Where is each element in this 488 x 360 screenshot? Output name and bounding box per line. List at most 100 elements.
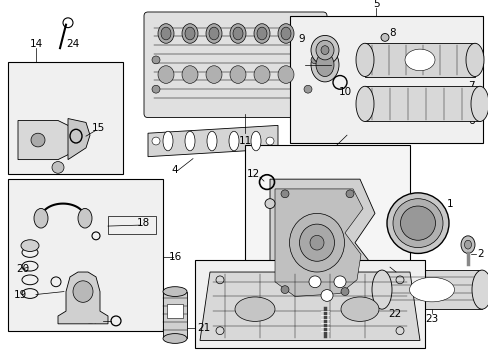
Ellipse shape xyxy=(355,86,373,121)
Bar xyxy=(167,304,183,318)
Polygon shape xyxy=(364,43,474,77)
Ellipse shape xyxy=(229,66,245,84)
Ellipse shape xyxy=(235,297,274,321)
Text: 11: 11 xyxy=(238,136,251,146)
FancyBboxPatch shape xyxy=(143,12,326,118)
Ellipse shape xyxy=(408,278,453,302)
Polygon shape xyxy=(381,270,481,309)
Ellipse shape xyxy=(310,48,338,82)
Text: 22: 22 xyxy=(387,309,401,319)
Circle shape xyxy=(281,190,288,198)
Ellipse shape xyxy=(229,24,245,43)
Circle shape xyxy=(340,288,348,296)
Text: 8: 8 xyxy=(389,28,395,39)
Circle shape xyxy=(310,56,318,64)
Text: 21: 21 xyxy=(197,323,210,333)
Circle shape xyxy=(152,56,160,64)
Ellipse shape xyxy=(21,240,39,252)
Ellipse shape xyxy=(158,24,174,43)
Text: 5: 5 xyxy=(372,0,379,9)
Ellipse shape xyxy=(205,24,222,43)
Ellipse shape xyxy=(315,53,333,77)
Text: 17: 17 xyxy=(86,316,100,326)
Circle shape xyxy=(333,276,346,288)
Text: 24: 24 xyxy=(66,39,80,49)
Ellipse shape xyxy=(253,24,269,43)
Text: 10: 10 xyxy=(338,87,351,97)
Polygon shape xyxy=(244,145,409,316)
Text: 13: 13 xyxy=(390,267,404,277)
Text: 12: 12 xyxy=(246,169,259,179)
Text: 6: 6 xyxy=(468,117,474,126)
Circle shape xyxy=(304,85,311,93)
Ellipse shape xyxy=(299,224,334,261)
Polygon shape xyxy=(58,272,108,324)
Ellipse shape xyxy=(404,49,434,71)
Bar xyxy=(108,216,156,234)
Text: 7: 7 xyxy=(468,81,474,91)
Ellipse shape xyxy=(73,281,93,302)
Circle shape xyxy=(320,289,332,301)
Text: 16: 16 xyxy=(168,252,181,262)
Ellipse shape xyxy=(208,27,219,40)
Polygon shape xyxy=(148,125,278,157)
Text: 4: 4 xyxy=(171,165,178,175)
Ellipse shape xyxy=(264,199,274,208)
Ellipse shape xyxy=(340,297,378,321)
Ellipse shape xyxy=(182,24,198,43)
Ellipse shape xyxy=(31,133,45,147)
Text: 19: 19 xyxy=(13,289,26,300)
Circle shape xyxy=(152,85,160,93)
Ellipse shape xyxy=(163,334,186,343)
Polygon shape xyxy=(68,118,90,159)
Ellipse shape xyxy=(34,208,48,228)
Ellipse shape xyxy=(380,33,388,41)
Ellipse shape xyxy=(278,66,293,84)
Ellipse shape xyxy=(310,35,338,65)
Ellipse shape xyxy=(184,27,195,40)
Circle shape xyxy=(281,286,288,293)
Text: 15: 15 xyxy=(91,123,104,133)
Ellipse shape xyxy=(163,131,173,151)
Ellipse shape xyxy=(392,199,442,248)
Ellipse shape xyxy=(460,236,474,253)
Ellipse shape xyxy=(78,208,92,228)
Text: 3: 3 xyxy=(336,60,343,70)
Circle shape xyxy=(152,137,160,145)
Ellipse shape xyxy=(465,43,483,77)
Ellipse shape xyxy=(470,86,488,121)
Ellipse shape xyxy=(250,131,261,151)
Ellipse shape xyxy=(182,66,198,84)
Polygon shape xyxy=(269,179,374,306)
Ellipse shape xyxy=(163,287,186,296)
Ellipse shape xyxy=(320,46,328,54)
Ellipse shape xyxy=(161,27,171,40)
Polygon shape xyxy=(364,86,479,121)
Text: 14: 14 xyxy=(29,39,42,49)
Ellipse shape xyxy=(386,193,448,253)
Polygon shape xyxy=(18,121,76,159)
Text: 2: 2 xyxy=(476,249,483,260)
Ellipse shape xyxy=(315,40,333,60)
Ellipse shape xyxy=(206,131,217,151)
Text: 9: 9 xyxy=(298,34,305,44)
Ellipse shape xyxy=(228,131,239,151)
Ellipse shape xyxy=(400,206,435,240)
Ellipse shape xyxy=(464,240,470,249)
Ellipse shape xyxy=(205,66,222,84)
Circle shape xyxy=(346,190,353,198)
Bar xyxy=(289,16,482,143)
Ellipse shape xyxy=(184,131,195,151)
Text: 20: 20 xyxy=(16,264,29,274)
Bar xyxy=(195,260,424,348)
Ellipse shape xyxy=(158,66,174,84)
Text: 23: 23 xyxy=(425,314,438,324)
Text: 1: 1 xyxy=(446,199,452,208)
Ellipse shape xyxy=(289,213,344,272)
Bar xyxy=(8,62,123,174)
Text: 11: 11 xyxy=(340,126,353,136)
Ellipse shape xyxy=(355,43,373,77)
Ellipse shape xyxy=(309,235,324,250)
Ellipse shape xyxy=(232,27,243,40)
Ellipse shape xyxy=(471,270,488,309)
